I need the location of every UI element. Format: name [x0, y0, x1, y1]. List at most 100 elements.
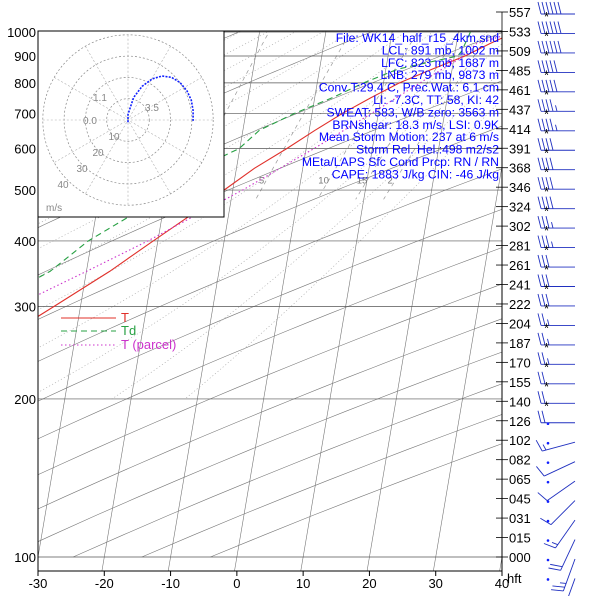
wind-barb-flag — [535, 439, 543, 452]
info-line: CAPE: 1883 J/kg CIN: -46 J/kg — [332, 167, 499, 181]
wind-barb-flag — [541, 157, 546, 170]
wind-barb-flag — [541, 40, 546, 54]
wind-barb-shaft — [543, 461, 576, 477]
wind-barb-dot — [546, 558, 550, 562]
trace-t — [38, 37, 502, 318]
wind-barb-flag — [555, 105, 558, 112]
wind-barb-flag — [537, 118, 542, 131]
wind-barb-flag — [541, 118, 546, 131]
wind-barb-flag — [552, 585, 565, 588]
moist-adiabat-line — [38, 43, 502, 393]
mixing-ratio-line — [255, 31, 352, 200]
moist-adiabat-line — [38, 31, 408, 249]
wind-barb-flag — [549, 138, 554, 151]
height-tick-label: 204 — [509, 316, 531, 331]
height-tick-label: 414 — [509, 122, 531, 137]
wind-barb-flag — [537, 332, 542, 346]
wind-barb-marker: * — [544, 106, 549, 121]
wind-barb-marker: * — [544, 262, 549, 277]
wind-barb-flag — [541, 21, 546, 34]
wind-barb-marker: * — [544, 67, 549, 82]
wind-barbs: * * * * * * * * * * * * * * * * * * * * * — [535, 1, 576, 596]
wind-barb-flag — [541, 352, 546, 365]
isotherm-line — [234, 31, 327, 571]
y-tick-label: 900 — [14, 49, 36, 64]
wind-barb-flag — [545, 99, 550, 112]
wind-barb-flag — [551, 221, 554, 229]
isotherm-line — [167, 31, 261, 571]
wind-barb-flag — [545, 21, 550, 34]
wind-barb-flag — [537, 215, 542, 229]
sounding-traces — [38, 31, 502, 318]
moist-adiabat-line — [38, 31, 325, 183]
wind-barb-flag — [541, 196, 546, 209]
wind-barb-flag — [545, 138, 550, 151]
wind-barb-flag — [537, 371, 542, 384]
wind-barb-flag — [541, 1, 546, 15]
wind-barb-marker: * — [544, 340, 549, 355]
dry-adiabat-line — [38, 125, 502, 320]
info-line: BRNshear: 18.3 m/s, LSI: 0.9K — [332, 118, 499, 132]
hodograph-trace — [127, 75, 194, 123]
wind-barb-flag — [536, 466, 545, 477]
wind-barb-dot — [546, 461, 550, 464]
wind-barb-flag — [549, 118, 554, 131]
wind-barb-flag — [541, 410, 546, 423]
wind-barb-flag — [537, 235, 542, 248]
hodograph-ring-label: 10 — [108, 132, 120, 143]
wind-barb-flag — [537, 157, 542, 170]
height-tick-label: 346 — [509, 180, 531, 195]
height-tick-label: 302 — [509, 219, 531, 234]
hodograph: 10 20 30 40 0.0 1.1 3.5 m/s — [37, 30, 225, 218]
wind-barb-flag — [559, 582, 567, 584]
mixing-ratio-line — [355, 31, 461, 200]
wind-barb-dot — [546, 422, 550, 426]
wind-barb-flag — [537, 391, 542, 404]
height-tick-label: 015 — [509, 531, 531, 546]
wind-barb-flag — [545, 274, 550, 287]
wind-barb-flag — [549, 1, 554, 15]
mixing-ratio-line — [317, 31, 419, 200]
wind-barb-flag — [541, 332, 546, 346]
wind-barb-dot — [546, 519, 550, 523]
height-tick-label: 437 — [509, 102, 531, 117]
wind-barb-marker: * — [544, 301, 549, 316]
wind-barb-dot — [546, 500, 550, 503]
height-tick-label: 082 — [509, 453, 531, 468]
wind-barb-flag — [553, 60, 558, 73]
wind-barb-flag — [537, 313, 542, 326]
wind-barb-marker: * — [544, 145, 549, 160]
height-tick-label: 509 — [509, 44, 531, 59]
wind-barb-flag — [549, 40, 554, 54]
wind-barb-marker: * — [544, 9, 549, 24]
hodograph-ring-label: 20 — [92, 148, 104, 159]
height-tick-label: 155 — [509, 375, 531, 390]
wind-barb-flag — [537, 1, 542, 15]
wind-barb-flag — [545, 235, 550, 248]
height-tick-label: 031 — [509, 511, 531, 526]
height-tick-label: 533 — [509, 25, 531, 40]
height-tick-label: 187 — [509, 336, 531, 351]
height-tick-label: 126 — [509, 414, 531, 429]
wind-barb-flag — [537, 254, 542, 268]
height-tick-label: 222 — [509, 297, 531, 312]
wind-barb-flag — [541, 177, 546, 190]
height-tick-label: 557 — [509, 5, 531, 20]
wind-barb-flag — [537, 177, 542, 190]
wind-barb-flag — [543, 543, 556, 549]
wind-barb-flag — [537, 21, 542, 34]
wind-barb-marker: * — [544, 28, 549, 43]
wind-barb-flag — [541, 293, 546, 307]
wind-barb-flag — [549, 99, 554, 112]
wind-barb-flag — [549, 60, 554, 73]
height-tick-label: 000 — [509, 550, 531, 565]
info-line: LI: -7.3C, TT: 58, KI: 42 — [373, 93, 499, 107]
x-tick-label: -20 — [95, 576, 114, 591]
wind-barb-flag — [545, 196, 550, 209]
wind-barb-flag — [545, 293, 550, 307]
hodograph-point-label: 1.1 — [93, 93, 107, 104]
wind-barb-marker: * — [544, 204, 549, 219]
height-tick-label: 281 — [509, 239, 531, 254]
info-line: Mean Storm Motion: 237 at 6 m/s — [319, 130, 499, 144]
